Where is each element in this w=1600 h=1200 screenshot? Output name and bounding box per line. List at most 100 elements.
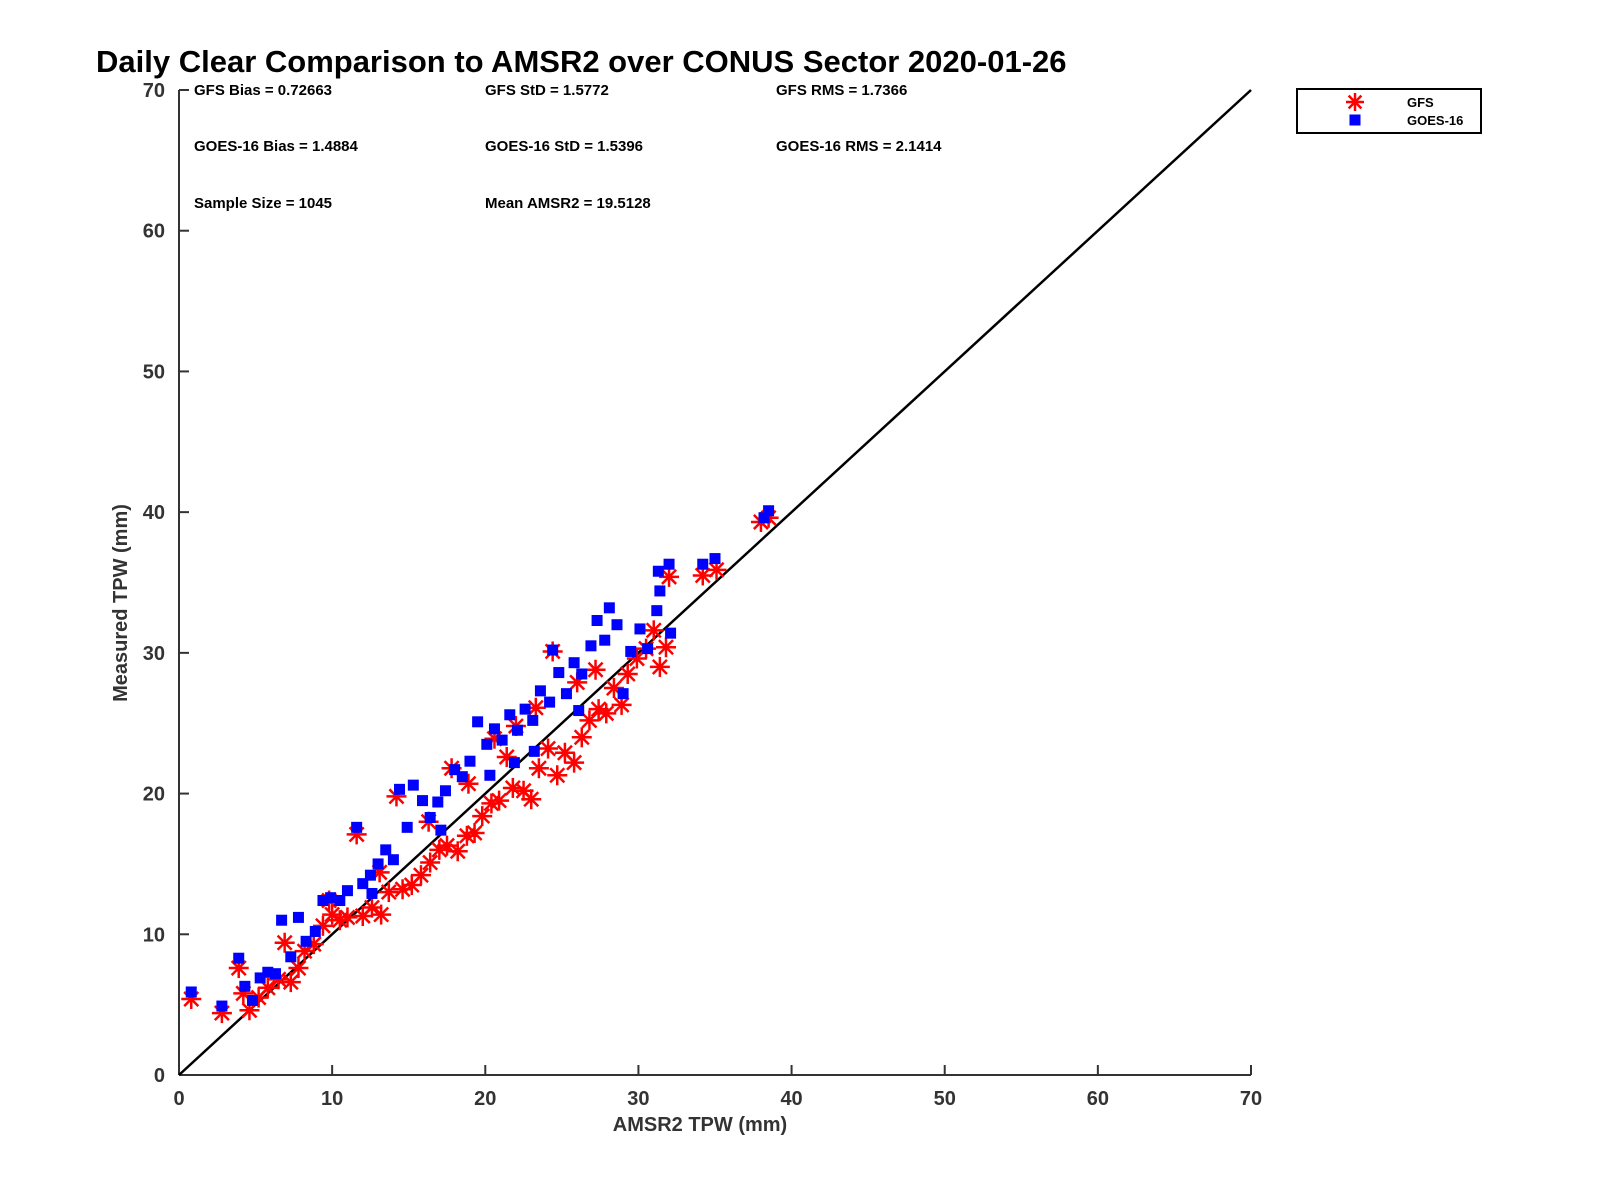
goes16-point [651,605,663,617]
legend-label: GOES-16 [1407,113,1463,128]
gfs-point [659,566,680,587]
y-tick-label: 50 [143,361,165,383]
gfs-point [547,765,568,786]
plot-area: 0 10 20 30 40 50 60 70 0 10 20 30 40 50 60 70 [143,80,1262,1110]
y-tick-label: 20 [143,784,165,806]
gfs-point [521,789,542,810]
goes16-point [508,757,520,769]
gfs-point [420,852,441,873]
goes16-point [652,565,664,577]
legend-gfs-marker [1346,93,1364,111]
gfs-point [564,752,585,773]
goes16-point [534,685,546,697]
stat-text: GFS RMS = 1.7366 [776,82,907,99]
goes16-point [416,795,428,807]
gfs-point [280,972,301,993]
goes16-point [317,895,329,907]
x-tick-label: 50 [934,1088,956,1110]
stat-text: GFS Bias = 0.72663 [194,82,332,99]
goes16-point [576,668,588,680]
goes16-point [625,645,637,657]
goes16-point [528,745,540,757]
goes16-point [511,724,523,736]
goes16-point [435,824,447,836]
y-axis-ticks: 0 10 20 30 40 50 60 70 [143,80,189,1087]
goes16-point [424,811,436,823]
stat-text: Sample Size = 1045 [194,195,332,212]
goes16-point [372,858,384,870]
goes16-point [394,783,406,795]
goes16-point [585,640,597,652]
goes16-point [262,966,274,978]
goes16-point [599,634,611,646]
goes16-point [300,935,312,947]
gfs-point [596,703,617,724]
gfs-point [371,904,392,925]
x-tick-label: 60 [1087,1088,1109,1110]
gfs-point [617,663,638,684]
y-tick-label: 60 [143,221,165,243]
goes16-point [568,657,580,669]
goes16-point [758,512,770,524]
goes16-point [573,705,585,717]
goes16-point [276,914,288,926]
gfs-point [579,710,600,731]
gfs-point [257,977,278,998]
goes16-point [247,994,259,1006]
y-tick-label: 30 [143,643,165,665]
goes16-point [364,869,376,881]
stat-text: Mean AMSR2 = 19.5128 [485,195,651,212]
x-axis-ticks: 0 10 20 30 40 50 60 70 [173,1065,1262,1110]
goes16-point [634,623,646,635]
goes16-point [484,769,496,781]
goes16-point [449,764,461,776]
goes16-point [481,738,493,750]
stat-text: GOES-16 RMS = 2.1414 [776,138,942,155]
goes16-point [611,619,623,631]
goes16-point [617,688,629,700]
goes16-point [603,602,615,614]
stat-text: GFS StD = 1.5772 [485,82,609,99]
gfs-point [437,835,457,856]
stat-text: GOES-16 StD = 1.5396 [485,138,643,155]
goes16-point [709,553,721,565]
x-tick-label: 10 [321,1088,343,1110]
gfs-point [378,882,399,903]
gfs-point [464,822,485,843]
goes16-point [380,844,392,856]
goes16-point [553,667,565,679]
goes16-point [185,986,197,998]
data-points [181,505,779,1024]
goes16-point [269,968,281,980]
goes16-point [547,644,559,656]
gfs-point [649,656,670,677]
x-tick-label: 0 [173,1088,184,1110]
x-tick-label: 30 [627,1088,649,1110]
y-tick-label: 0 [154,1065,165,1087]
goes16-point [351,821,363,833]
goes16-point [216,1000,228,1012]
x-axis-label: AMSR2 TPW (mm) [613,1114,787,1136]
goes16-point [665,627,677,639]
gfs-point [528,758,549,779]
gfs-point [274,932,295,953]
goes16-point [697,558,709,570]
goes16-point [642,643,654,655]
goes16-point [472,716,484,728]
series-goes-16 [185,505,775,1012]
goes16-point [464,755,476,767]
gfs-point [337,907,358,928]
gfs-point [447,841,468,862]
gfs-point [655,637,676,658]
goes16-point [456,771,468,783]
goes16-point [591,614,603,626]
goes16-point [357,878,369,890]
goes16-point [654,585,666,597]
goes16-point [763,505,775,517]
y-tick-label: 40 [143,502,165,524]
x-tick-label: 40 [780,1088,802,1110]
goes16-point [560,688,572,700]
goes16-point [401,821,413,833]
legend: GFS GOES-16 [1296,88,1482,134]
